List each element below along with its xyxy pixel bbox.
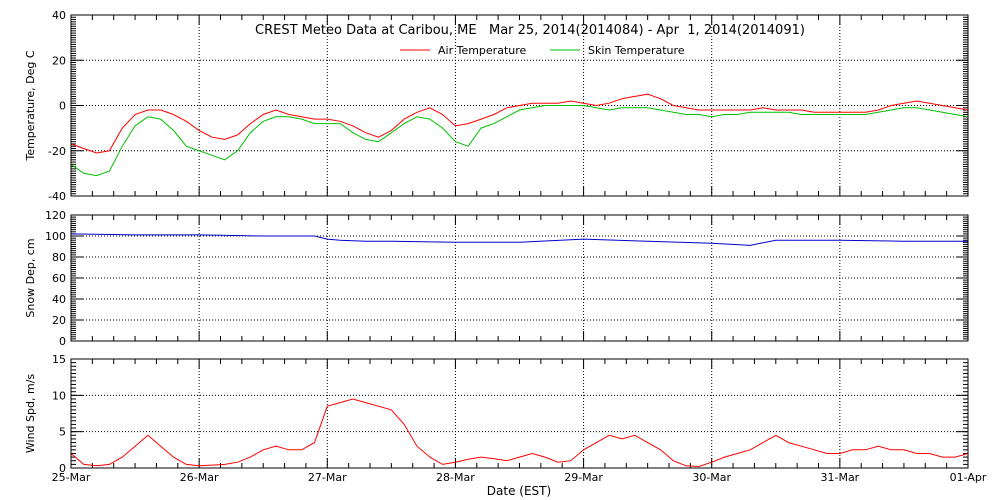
y-tick-label: 0 (59, 462, 66, 475)
plot-frame (70, 358, 969, 469)
y-tick-label: -40 (48, 190, 66, 203)
x-axis-label: Date (EST) (487, 484, 551, 498)
y-tick-label: 0 (59, 100, 66, 113)
y-tick-label: 0 (59, 335, 66, 348)
panel-1-series-line (70, 233, 968, 246)
wind-speed-panel: 0 5 10 15 Wind Spd, m/s (24, 353, 969, 475)
y-tick-label: 10 (52, 389, 66, 402)
temperature-panel: -40 -20 0 20 40 Temperature, Deg C Air Tempera… (24, 9, 969, 203)
x-tick-label: 30-Mar (692, 471, 731, 484)
chart-title: CREST Meteo Data at Caribou, ME Mar 25, … (255, 23, 805, 38)
y-axis-label: Snow Dep, cm (24, 238, 37, 317)
x-tick-label: 26-Mar (180, 471, 219, 484)
plot-frame (70, 14, 969, 197)
skin-temperature-series-line (70, 105, 969, 177)
x-tick-label: 25-Mar (52, 471, 91, 484)
x-tick-label: 27-Mar (308, 471, 347, 484)
x-tick-labels: 25-Mar 26-Mar 27-Mar 28-Mar 29-Mar 30-Mar 31-M… (52, 471, 987, 484)
y-tick-label: -20 (48, 145, 66, 158)
y-tick-label: 120 (45, 209, 66, 222)
y-tick-label: 20 (52, 314, 66, 327)
y-tick-label: 5 (59, 426, 66, 439)
x-tick-label: 29-Mar (564, 471, 603, 484)
plot-frame (70, 214, 969, 342)
x-tick-label: 28-Mar (436, 471, 475, 484)
y-axis-label: Wind Spd, m/s (24, 374, 37, 454)
y-axis-label: Temperature, Deg C (24, 50, 37, 161)
y-tick-label: 100 (45, 230, 66, 243)
snow-depth-panel: 0 20 40 60 80 100 120 Snow Dep, cm (24, 209, 969, 348)
y-tick-label: 60 (52, 272, 66, 285)
y-tick-label: 20 (52, 54, 66, 67)
legend-entry: Air Temperature (438, 44, 527, 57)
y-tick-label: 40 (52, 9, 66, 22)
legend-entry: Skin Temperature (588, 44, 685, 57)
air-temperature-series-line (70, 93, 969, 154)
y-tick-label: 15 (52, 353, 66, 366)
x-tick-label: 01-Apr (950, 471, 987, 484)
panel-2-series-line (70, 398, 969, 468)
x-tick-label: 31-Mar (820, 471, 859, 484)
y-tick-label: 40 (52, 293, 66, 306)
y-tick-label: 80 (52, 251, 66, 264)
